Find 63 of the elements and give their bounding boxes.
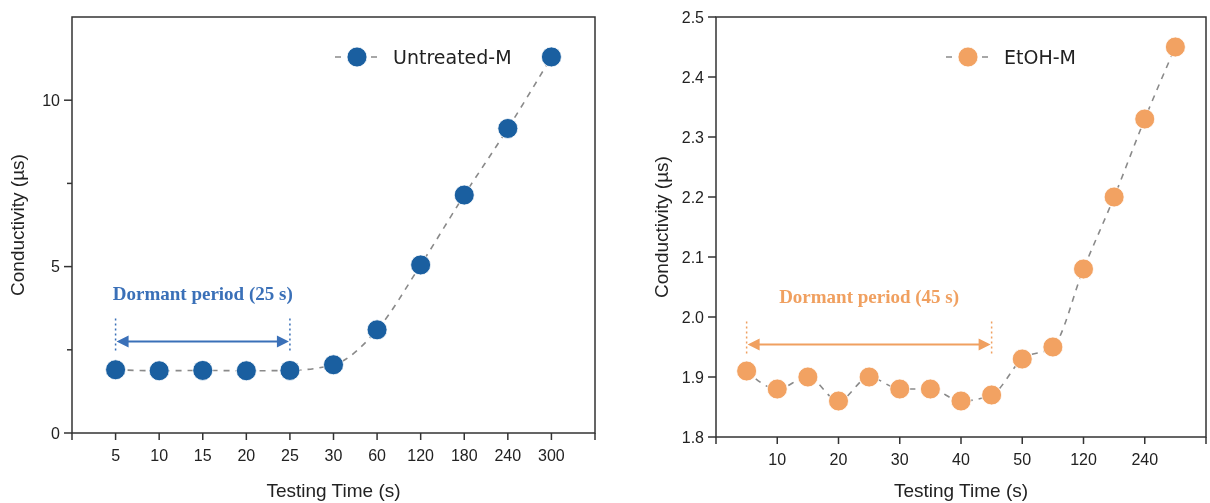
- annotation: Dormant period (45 s): [779, 285, 960, 308]
- point: [766, 378, 788, 400]
- point: [366, 319, 388, 341]
- annotation: Dormant period (25 s): [112, 282, 293, 305]
- point: [950, 390, 972, 412]
- y-tick-label: 1.8: [681, 428, 705, 446]
- point: [889, 378, 911, 400]
- point: [541, 46, 562, 68]
- point: [323, 354, 344, 376]
- point: [105, 359, 126, 381]
- x-tick-label: 240: [1131, 451, 1159, 468]
- y-tick-label: 2.3: [681, 128, 705, 146]
- point: [235, 360, 257, 382]
- x-tick-label: 120: [407, 447, 435, 464]
- legend-label: EtOH-M: [1004, 45, 1076, 68]
- point: [1134, 108, 1156, 130]
- x-tick-label: 25: [281, 447, 299, 464]
- point: [192, 360, 214, 381]
- x-axis-title: Testing Time (s): [893, 480, 1029, 501]
- point: [736, 360, 758, 382]
- x-tick-label: 30: [324, 447, 343, 464]
- x-axis-title: Testing Time (s): [266, 480, 401, 501]
- point: [453, 184, 475, 206]
- y-axis-title: Conductivity (µs): [651, 156, 672, 298]
- point: [1042, 336, 1064, 358]
- point: [497, 118, 519, 139]
- y-tick-label: 2.0: [681, 308, 705, 326]
- x-tick-label: 180: [450, 447, 478, 464]
- point: [858, 366, 880, 388]
- x-tick-label: 10: [768, 451, 787, 468]
- point: [797, 366, 819, 388]
- y-tick-label: 10: [42, 91, 61, 109]
- point: [981, 384, 1003, 406]
- x-tick-label: 30: [890, 451, 909, 468]
- y-axis-title: Conductivity (µs): [7, 154, 28, 296]
- point: [828, 390, 849, 412]
- x-tick-label: 20: [237, 447, 256, 464]
- x-tick-label: 300: [538, 447, 565, 464]
- point: [279, 360, 301, 381]
- point: [1073, 258, 1094, 280]
- x-tick-label: 240: [494, 447, 522, 464]
- y-tick-label: 5: [51, 258, 61, 276]
- point: [1011, 348, 1033, 370]
- point: [148, 360, 170, 382]
- x-tick-label: 50: [1013, 451, 1032, 468]
- y-tick-label: 0: [51, 424, 61, 442]
- point: [1164, 36, 1186, 58]
- y-tick-label: 2.2: [681, 188, 705, 206]
- point: [410, 254, 432, 276]
- x-tick-label: 40: [952, 451, 970, 468]
- point: [919, 378, 941, 400]
- y-tick-label: 2.4: [681, 68, 705, 86]
- y-tick-label: 2.5: [681, 8, 705, 26]
- legend-label: Untreated-M: [393, 45, 512, 68]
- y-tick-label: 2.1: [681, 248, 705, 266]
- x-tick-label: 120: [1070, 451, 1097, 468]
- x-tick-label: 60: [368, 447, 387, 464]
- point: [1103, 186, 1125, 208]
- y-tick-label: 1.9: [681, 368, 705, 386]
- x-tick-label: 20: [829, 451, 848, 468]
- x-tick-label: 10: [150, 447, 169, 464]
- x-tick-label: 5: [111, 447, 121, 464]
- x-tick-label: 15: [193, 447, 212, 464]
